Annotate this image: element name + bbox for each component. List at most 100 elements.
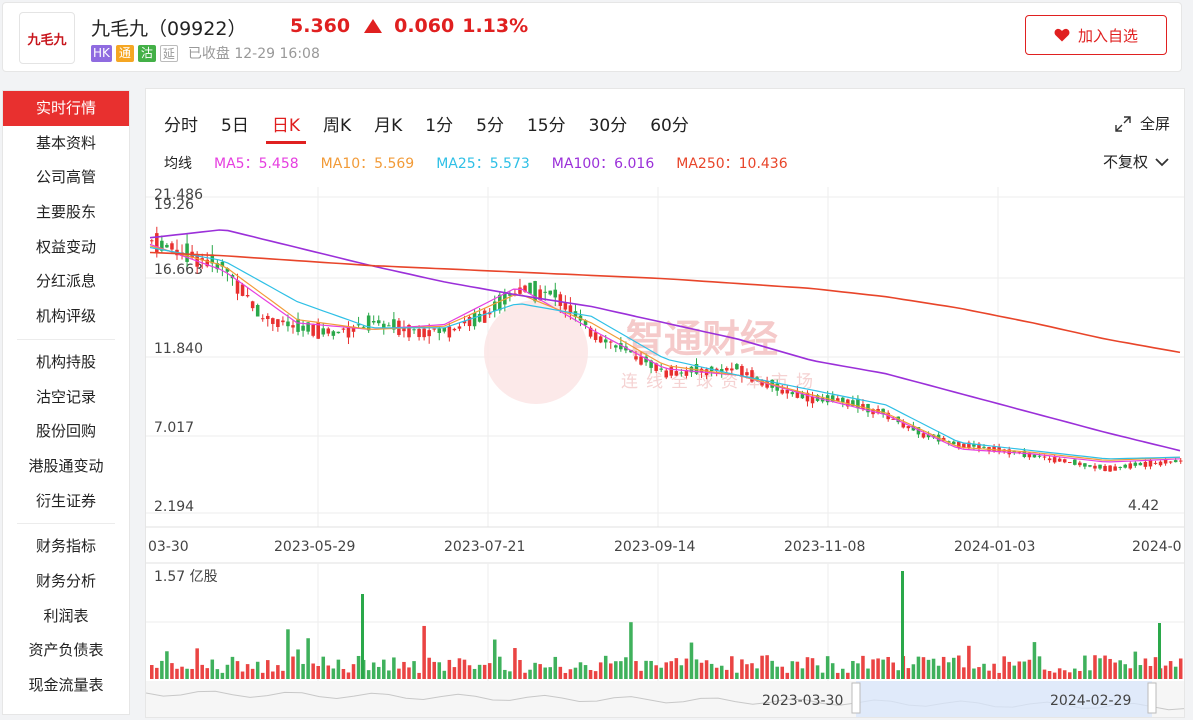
tab-period[interactable]: 周K (322, 116, 352, 136)
volume-bar (1042, 669, 1047, 679)
candle-body (1128, 463, 1133, 469)
candle-body (1143, 461, 1148, 467)
candle-body (427, 330, 431, 337)
adjust-dropdown[interactable]: 不复权 (1103, 151, 1170, 172)
volume-bar (1052, 672, 1057, 679)
sidebar-item[interactable]: 财务分析 (35, 571, 96, 590)
sidebar-item[interactable]: 基本资料 (35, 133, 96, 152)
volume-bar (987, 670, 991, 679)
volume-bar (830, 663, 835, 679)
sidebar-item[interactable]: 机构评级 (35, 307, 96, 326)
sidebar-item[interactable]: 实时行情 (3, 91, 129, 126)
volume-bar (901, 571, 904, 679)
sidebar-item[interactable]: 财务指标 (35, 537, 96, 556)
volume-bar (1133, 651, 1138, 679)
candle-body (593, 332, 598, 340)
candle-body (674, 371, 679, 376)
tab-period[interactable]: 日K (265, 111, 307, 144)
candle-body (382, 323, 386, 329)
tab-period[interactable]: 5日 (221, 116, 249, 136)
candle-body (437, 328, 442, 334)
volume-bar (810, 658, 815, 679)
add-watchlist-button[interactable]: 加入自选 (1025, 15, 1167, 55)
candle-body (841, 397, 845, 403)
volume-bar (785, 672, 790, 679)
sidebar-item[interactable]: 现金流量表 (28, 676, 104, 694)
candle-body (785, 389, 790, 394)
tab-period[interactable]: 30分 (588, 116, 628, 136)
tab-period[interactable]: 分时 (164, 116, 198, 136)
watermark-text: 智通财经 (626, 317, 778, 361)
adjust-label: 不复权 (1102, 153, 1148, 171)
candle-body (346, 326, 351, 338)
sidebar-item[interactable]: 公司高管 (35, 168, 96, 187)
navigator-start-label: 2023-03-30 (762, 693, 843, 709)
volume-bar (765, 655, 769, 679)
sidebar-item[interactable]: 分红派息 (35, 272, 96, 291)
candle-body (553, 289, 558, 298)
candle-body (568, 305, 573, 314)
volume-bar (311, 663, 315, 679)
volume-bar (820, 672, 825, 679)
sidebar-item[interactable]: 利润表 (43, 606, 89, 625)
volume-bar (281, 670, 285, 679)
x-tick-label: 2023-09-14 (614, 539, 695, 555)
sidebar-item[interactable]: 衍生证券 (35, 491, 96, 510)
tab-period[interactable]: 月K (374, 116, 403, 136)
volume-bar (951, 657, 956, 679)
ma-value: MA250：10.436 (676, 156, 788, 172)
volume-bar (407, 667, 411, 679)
volume-bar (795, 661, 800, 679)
candle-body (371, 320, 376, 323)
candle-body (452, 328, 457, 331)
x-tick-label: 2024-0 (1132, 539, 1182, 555)
volume-bar (881, 659, 885, 679)
candle-body (603, 339, 608, 343)
candle-body (851, 400, 855, 407)
volume-bar (1083, 655, 1087, 679)
candle-body (260, 318, 265, 320)
stock-header: 九毛九 九毛九（09922） 5.360 0.060 1.13% HK 通 沽 … (2, 2, 1182, 72)
candle-body (730, 368, 734, 371)
ma-value: MA5：5.458 (214, 156, 299, 172)
volume-bar (376, 666, 381, 679)
tab-period[interactable]: 60分 (650, 116, 689, 136)
tab-period[interactable]: 15分 (526, 116, 566, 136)
candle-body (492, 301, 497, 311)
volume-bar (245, 664, 250, 679)
candle-body (1027, 452, 1032, 458)
fullscreen-button[interactable]: 全屏 (1114, 113, 1170, 134)
candle-body (719, 369, 724, 373)
candle-body (271, 318, 275, 324)
sidebar-item[interactable]: 资产负债表 (28, 641, 104, 660)
tab-period[interactable]: 5分 (476, 116, 504, 136)
volume-bar (427, 657, 431, 679)
candle-body (1093, 465, 1097, 469)
volume-bar (1032, 642, 1037, 679)
sidebar-item[interactable]: 沽空记录 (35, 387, 96, 406)
sidebar-item[interactable]: 港股通变动 (28, 456, 104, 475)
x-tick-label: 2023-07-21 (444, 539, 525, 555)
volume-bar (492, 639, 497, 679)
sidebar-item[interactable]: 机构持股 (35, 352, 96, 371)
hk-badge: HK (91, 44, 112, 62)
volume-bar (351, 664, 356, 679)
sidebar-item[interactable]: 股份回购 (35, 422, 96, 441)
volume-bar (856, 663, 860, 679)
volume-bar (210, 659, 215, 679)
tab-period[interactable]: 1分 (425, 116, 454, 136)
volume-bar (982, 663, 986, 679)
volume-bar (669, 661, 674, 679)
volume-bar (679, 665, 684, 679)
sidebar-item[interactable]: 主要股东 (35, 203, 96, 222)
candle-body (810, 396, 815, 404)
candle-body (1052, 457, 1057, 463)
candle-body (250, 301, 255, 309)
candle-body (477, 313, 482, 322)
candle-body (957, 441, 961, 448)
volume-bar (336, 659, 341, 679)
volume-bar (962, 667, 966, 679)
price-change-percent: 1.13% (462, 15, 529, 37)
sidebar-item[interactable]: 权益变动 (35, 237, 96, 256)
